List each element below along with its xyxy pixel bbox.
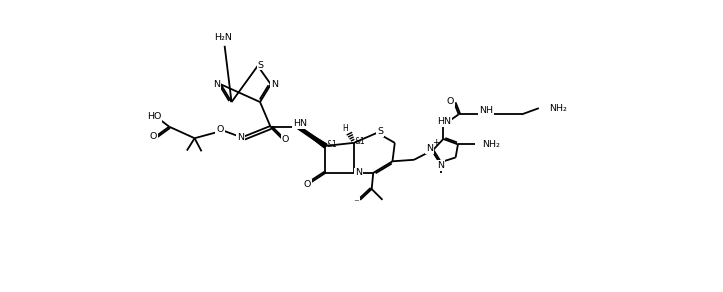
Text: N: N: [437, 161, 444, 170]
Text: HN: HN: [293, 119, 307, 128]
Text: +: +: [432, 138, 440, 147]
Text: N: N: [237, 133, 244, 142]
Text: NH₂: NH₂: [482, 140, 500, 149]
Text: &1: &1: [326, 140, 337, 149]
Text: H: H: [342, 124, 348, 133]
Polygon shape: [299, 127, 327, 148]
Text: O: O: [216, 125, 223, 134]
Text: S: S: [258, 60, 264, 69]
Text: HO: HO: [147, 112, 161, 121]
Text: NH: NH: [479, 106, 492, 115]
Text: N: N: [271, 80, 278, 89]
Text: N: N: [426, 144, 433, 153]
Text: S: S: [377, 127, 383, 136]
Text: NH₂: NH₂: [549, 104, 568, 113]
Text: ⁻: ⁻: [354, 198, 359, 208]
Text: &1: &1: [355, 137, 366, 146]
Text: H₂N: H₂N: [214, 33, 232, 42]
Text: O: O: [150, 132, 157, 141]
Text: N: N: [213, 80, 221, 89]
Text: N: N: [355, 168, 362, 177]
Text: O: O: [447, 97, 454, 106]
Text: O: O: [282, 135, 289, 144]
Text: HN: HN: [437, 117, 451, 126]
Text: O: O: [304, 180, 311, 189]
